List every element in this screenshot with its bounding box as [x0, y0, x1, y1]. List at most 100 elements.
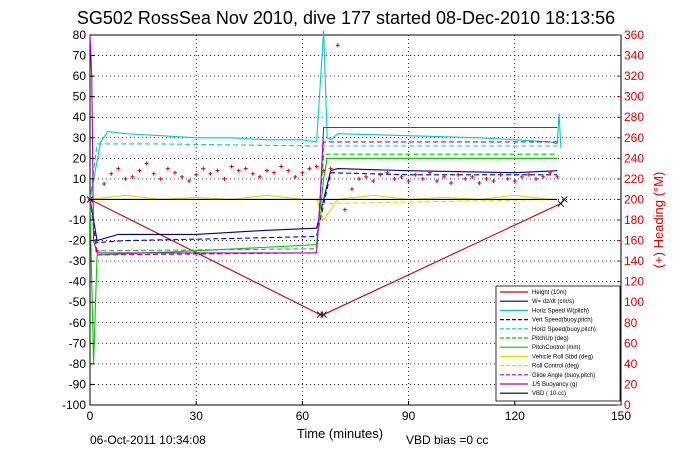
heading-point: [300, 170, 305, 175]
height-point: [561, 196, 568, 203]
heading-point: [243, 166, 248, 171]
timestamp-text: 06-Oct-2011 10:34:08: [90, 433, 206, 447]
y2-tick-label: 240: [624, 151, 644, 165]
heading-point: [95, 248, 100, 253]
heading-point: [357, 176, 362, 181]
heading-point: [541, 174, 546, 179]
heading-point: [314, 164, 319, 169]
legend-label: Horiz Speed W(pitch): [532, 308, 589, 314]
heading-point: [512, 178, 517, 183]
y-tick-label: -50: [69, 295, 87, 309]
series-line-11: [89, 34, 558, 254]
heading-point: [307, 166, 312, 171]
x-axis-ticks: 0 30 60 90 120 150: [87, 401, 631, 423]
heading-point: [321, 168, 326, 173]
heading-point: [413, 172, 418, 177]
height-point: [320, 311, 327, 318]
y2-tick-label: 360: [624, 28, 644, 42]
y-tick-label: -90: [69, 377, 87, 391]
legend-label: PitchUp (deg): [532, 336, 569, 342]
heading-point: [180, 174, 185, 179]
heading-point: [279, 164, 284, 169]
y-tick-label: 30: [73, 131, 87, 145]
heading-point: [434, 178, 439, 183]
heading-point: [548, 170, 553, 175]
legend-label: VBD ( 10 cc): [532, 391, 566, 397]
y2-axis-label: (+) Heading (°M): [651, 172, 666, 269]
heading-point: [491, 178, 496, 183]
x-axis-label: Time (minutes): [297, 426, 383, 441]
heading-point: [371, 178, 376, 183]
y-tick-label: -40: [69, 275, 87, 289]
legend-label: Horiz Speed(buoy,pitch): [532, 327, 596, 333]
y-tick-label: 40: [73, 110, 87, 124]
series-layer: [86, 30, 568, 364]
y2-tick-label: 100: [624, 295, 644, 309]
heading-point: [342, 207, 347, 212]
series-line-4: [89, 172, 558, 244]
x-tick-label: 90: [402, 409, 416, 423]
y2-tick-label: 260: [624, 131, 644, 145]
y-tick-label: 60: [73, 69, 87, 83]
heading-point: [272, 170, 277, 175]
series-line-7: [89, 157, 558, 364]
y2-tick-label: 40: [624, 357, 638, 371]
legend-label: Vehicle Roll Stbd (deg): [532, 354, 593, 360]
y2-tick-label: 140: [624, 254, 644, 268]
heading-point: [286, 168, 291, 173]
heading-point: [236, 168, 241, 173]
heading-point: [109, 171, 114, 176]
heading-point: [229, 164, 234, 169]
x-tick-label: 120: [505, 409, 525, 423]
heading-point: [470, 174, 475, 179]
heading-point: [555, 174, 560, 179]
y2-tick-label: 60: [624, 336, 638, 350]
heading-point: [257, 174, 262, 179]
heading-point: [208, 171, 213, 176]
heading-point: [194, 172, 199, 177]
heading-point: [534, 176, 539, 181]
y-tick-label: -100: [62, 398, 86, 412]
y2-tick-label: 20: [624, 377, 638, 391]
heading-point: [399, 174, 404, 179]
heading-point: [328, 166, 333, 171]
y2-tick-label: 180: [624, 213, 644, 227]
y2-tick-label: 220: [624, 172, 644, 186]
heading-point: [144, 161, 149, 166]
heading-point: [137, 168, 142, 173]
heading-point: [505, 176, 510, 181]
heading-point: [349, 187, 354, 192]
y-tick-label: -30: [69, 254, 87, 268]
legend-label: W= dz/dt (cm/s): [532, 299, 574, 305]
heading-point: [151, 171, 156, 176]
y2-tick-label: 120: [624, 275, 644, 289]
heading-point: [335, 43, 340, 48]
heading-point: [519, 174, 524, 179]
y2-tick-label: 80: [624, 316, 638, 330]
x-tick-label: 60: [296, 409, 310, 423]
heading-point: [498, 172, 503, 177]
heading-point: [385, 170, 390, 175]
heading-point: [250, 171, 255, 176]
heading-point: [364, 174, 369, 179]
series-line-3: [89, 30, 562, 200]
heading-point: [456, 172, 461, 177]
heading-point: [201, 166, 206, 171]
heading-point: [165, 166, 170, 171]
chart-title: SG502 RossSea Nov 2010, dive 177 started…: [77, 8, 615, 28]
legend-label: Glide Angle (buoy,pitch): [532, 373, 595, 379]
heading-point: [420, 176, 425, 181]
legend: Height (10m) W= dz/dt (cm/s) Horiz Speed W…: [495, 285, 621, 402]
heading-point: [172, 170, 177, 175]
y2-axis-ticks: 3603403203002802602402202001801601401201…: [617, 28, 644, 412]
heading-point: [406, 178, 411, 183]
y2-tick-label: 160: [624, 234, 644, 248]
heading-point: [392, 176, 397, 181]
heading-point: [484, 176, 489, 181]
y2-tick-label: 340: [624, 49, 644, 63]
heading-point: [378, 172, 383, 177]
heading-point: [116, 166, 121, 171]
x-tick-label: 150: [611, 409, 631, 423]
height-point: [557, 200, 565, 207]
